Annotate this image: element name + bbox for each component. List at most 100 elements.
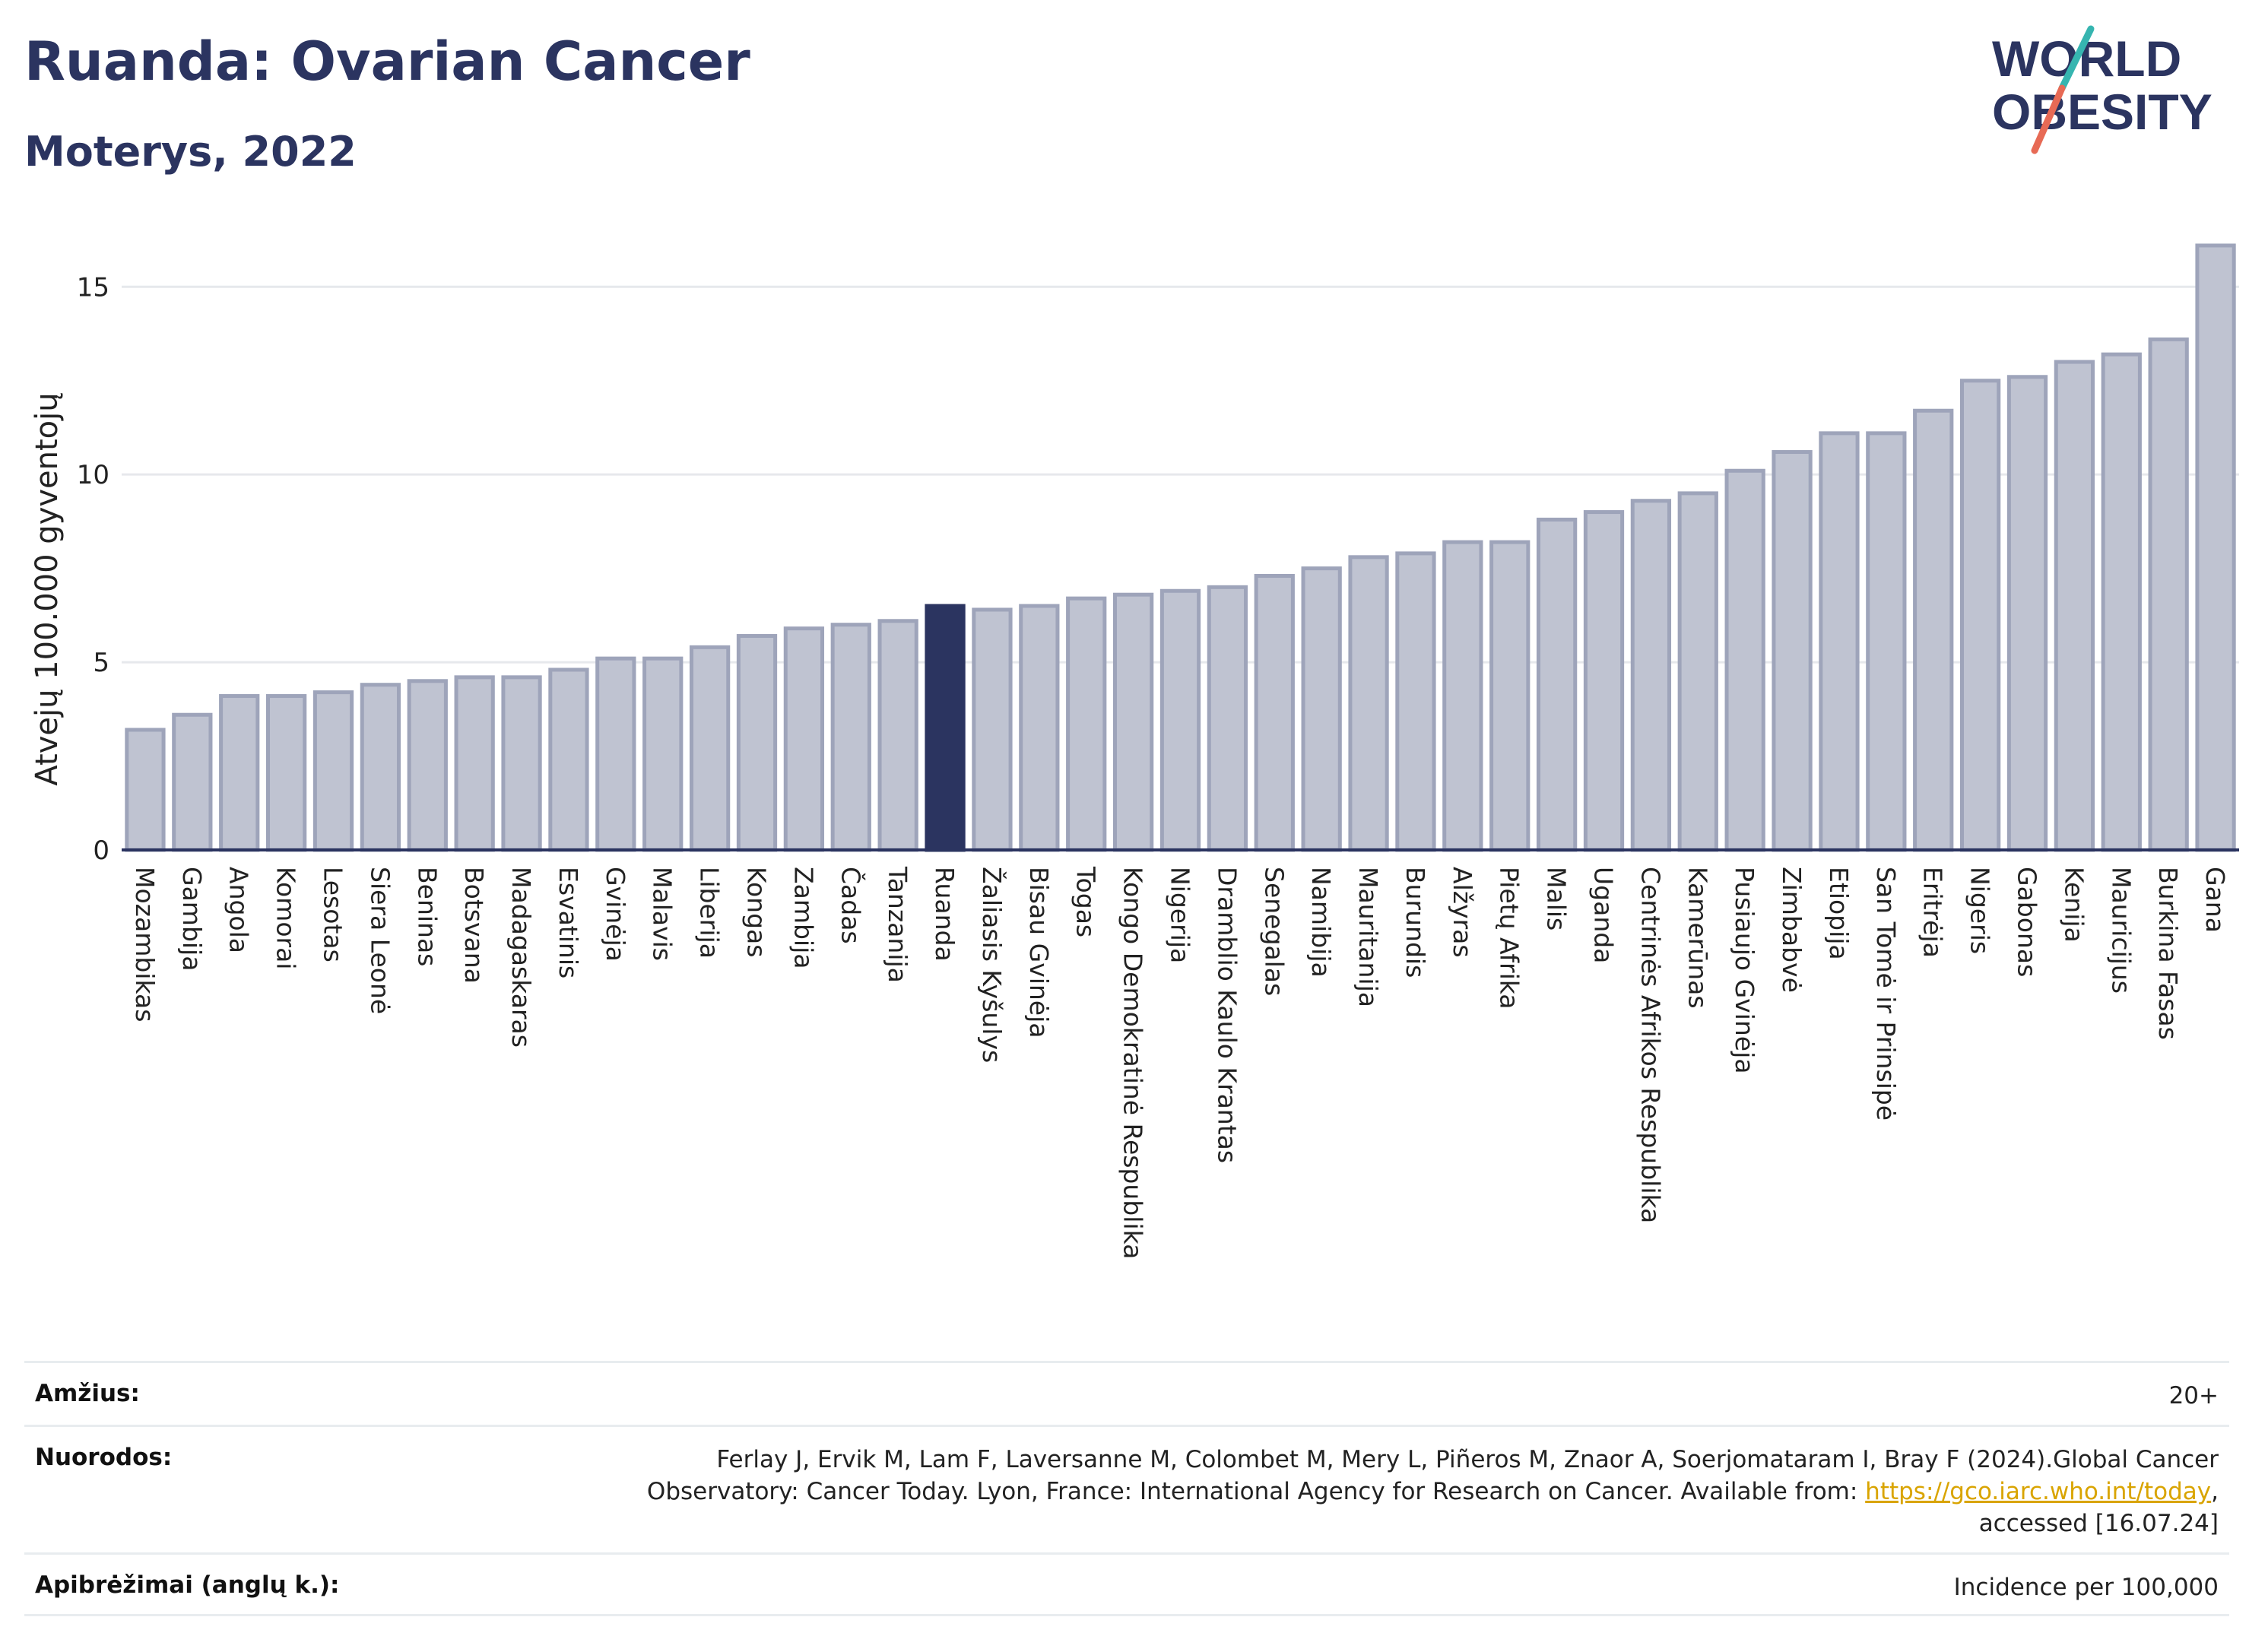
bar xyxy=(877,619,918,852)
bar xyxy=(1066,596,1107,852)
x-tick-label: Gabonas xyxy=(2013,867,2042,977)
reference-line-2-end: , xyxy=(2211,1478,2219,1505)
x-tick-label: Liberija xyxy=(695,867,725,959)
x-tick-label: Gambija xyxy=(177,867,207,971)
bar xyxy=(1159,588,1201,852)
bar xyxy=(1019,604,1060,852)
bar xyxy=(1772,450,1813,852)
bar xyxy=(501,675,542,852)
reference-link[interactable]: https://gco.iarc.who.int/today xyxy=(1865,1478,2212,1505)
x-tick-label: Beninas xyxy=(412,867,442,966)
bar xyxy=(1913,408,1954,852)
reference-line-2: Observatory: Cancer Today. Lyon, France:… xyxy=(646,1478,1866,1505)
x-tick-label: Ruanda xyxy=(930,867,960,962)
y-tick-label: 0 xyxy=(93,836,109,866)
bar xyxy=(2148,337,2189,852)
x-tick-label: Uganda xyxy=(1589,867,1619,963)
meta-key-references: Nuorodos: xyxy=(35,1444,173,1471)
y-tick-label: 15 xyxy=(77,272,109,303)
logo-slash-red xyxy=(2031,84,2066,154)
bar xyxy=(1348,555,1389,852)
bar xyxy=(1442,540,1483,852)
x-tick-label: Gvinėja xyxy=(601,867,630,962)
bar xyxy=(830,623,871,852)
bar xyxy=(736,634,778,852)
x-tick-label: Mauritanija xyxy=(1353,867,1383,1007)
metadata-table: Amžius: 20+ Nuorodos: Ferlay J, Ervik M,… xyxy=(24,1361,2229,1616)
y-axis-label: Atvejų 100.000 gyventojų xyxy=(30,392,65,785)
reference-line-3: accessed [16.07.24] xyxy=(1978,1510,2219,1537)
bar-chart: 0 5 10 15 Mozambikas Gambija Angola Komorai Leso… xyxy=(30,243,2239,1259)
meta-value-references: Ferlay J, Ervik M, Lam F, Laversanne M, … xyxy=(647,1444,2219,1539)
meta-key-definitions: Apibrėžimai (anglų k.): xyxy=(35,1571,340,1599)
x-tick-label: Komorai xyxy=(271,867,301,969)
x-tick-label: Zimbabvė xyxy=(1777,867,1806,993)
bar xyxy=(689,645,731,852)
bar xyxy=(1536,517,1578,852)
meta-value-age: 20+ xyxy=(2168,1382,2219,1409)
world-obesity-logo: WORLD OBESITY xyxy=(1992,25,2213,154)
x-tick-label: Čadas xyxy=(836,867,866,944)
x-tick-label: Lesotas xyxy=(319,867,348,962)
x-tick-label: Etiopija xyxy=(1824,867,1854,960)
x-tick-label: Dramblio Kaulo Krantas xyxy=(1212,867,1242,1163)
bar xyxy=(454,675,495,852)
x-tick-label: Togas xyxy=(1071,866,1101,937)
bar xyxy=(312,690,354,852)
bar xyxy=(1489,540,1531,852)
x-tick-label: Siera Leonė xyxy=(365,867,395,1014)
bar xyxy=(2101,352,2142,852)
bar xyxy=(1112,592,1154,852)
logo-line-2: OBESITY xyxy=(1992,84,2213,140)
bars xyxy=(125,243,2236,852)
x-tick-label: Malavis xyxy=(648,867,677,961)
x-tick-label: Nigeris xyxy=(1965,867,1995,954)
x-tick-label: Senegalas xyxy=(1259,867,1289,996)
y-tick-label: 10 xyxy=(77,460,109,490)
bar xyxy=(783,626,825,852)
x-tick-label: Gana xyxy=(2200,867,2230,933)
bar xyxy=(1254,574,1295,852)
bar xyxy=(1583,510,1625,852)
meta-row-definitions: Apibrėžimai (anglų k.): Incidence per 10… xyxy=(24,1552,2229,1616)
bar xyxy=(2195,243,2236,852)
bar xyxy=(972,607,1013,852)
x-tick-label: Esvatinis xyxy=(554,867,583,978)
x-tick-label: Mozambikas xyxy=(130,867,160,1022)
x-tick-label: Kamerūnas xyxy=(1683,867,1712,1009)
bar xyxy=(1207,585,1248,852)
tick-labels: 0 5 10 15 Mozambikas Gambija Angola Komorai Leso… xyxy=(77,272,2230,1259)
bar xyxy=(360,683,401,852)
x-tick-label: Alžyras xyxy=(1448,867,1477,958)
x-tick-label: Burundis xyxy=(1400,867,1430,978)
x-tick-label: Bisau Gvinėja xyxy=(1024,867,1054,1038)
x-tick-label: Zambija xyxy=(788,867,818,969)
meta-key-age: Amžius: xyxy=(35,1380,140,1407)
x-tick-label: Pietų Afrika xyxy=(1495,867,1524,1010)
meta-row-references: Nuorodos: Ferlay J, Ervik M, Lam F, Lave… xyxy=(24,1425,2229,1552)
bar xyxy=(2054,360,2095,852)
bar xyxy=(1630,499,1672,852)
x-tick-label: San Tomė ir Prinsipė xyxy=(1871,867,1901,1121)
bar xyxy=(1301,566,1342,852)
bar xyxy=(265,694,307,852)
meta-value-definitions: Incidence per 100,000 xyxy=(1953,1574,2219,1601)
y-tick-label: 5 xyxy=(93,648,109,678)
reference-line-1: Ferlay J, Ervik M, Lam F, Laversanne M, … xyxy=(716,1446,2219,1473)
x-tick-label: Žaliasis Kyšulys xyxy=(977,867,1007,1063)
bar xyxy=(219,694,260,852)
bar xyxy=(642,656,684,852)
bar xyxy=(2006,375,2048,852)
x-tick-label: Kongo Demokratinė Respublika xyxy=(1118,867,1148,1259)
x-tick-label: Mauricijus xyxy=(2106,867,2136,994)
x-tick-label: Eritrėja xyxy=(1918,867,1948,958)
bar xyxy=(548,667,589,852)
x-tick-label: Pusiaujo Gvinėja xyxy=(1730,867,1759,1073)
bar xyxy=(1819,431,1860,852)
bar xyxy=(1677,491,1718,852)
bar xyxy=(595,656,636,852)
x-tick-label: Angola xyxy=(224,867,254,953)
x-tick-label: Centrinės Afrikos Respublika xyxy=(1635,867,1665,1223)
logo-slash-teal xyxy=(2058,25,2095,92)
x-tick-label: Namibija xyxy=(1306,867,1336,978)
